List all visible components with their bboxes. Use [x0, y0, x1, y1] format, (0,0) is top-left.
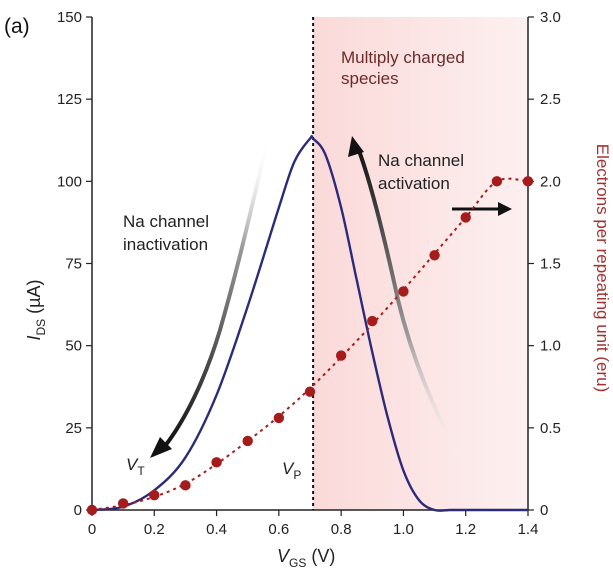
x-axis-label: VGS (V) — [277, 546, 335, 570]
x-tick-label: 0.6 — [268, 521, 289, 538]
panel-label: (a) — [4, 15, 30, 38]
eru-data-point — [460, 212, 471, 223]
eru-data-point — [242, 435, 253, 447]
right-y-tick-label: 0 — [540, 502, 548, 519]
ticks: 0 0.2 0.4 0.6 0.8 1.0 1.2 1.4025507510012515000… — [57, 9, 561, 538]
right-y-tick-label: 3.0 — [540, 9, 561, 26]
eru-data-point — [117, 498, 129, 509]
eru-data-point — [367, 315, 378, 327]
eru-data-point — [398, 286, 409, 297]
na-activation-label-2: activation — [378, 174, 450, 193]
x-tick-label: 0.4 — [206, 521, 227, 538]
shaded-region — [313, 17, 528, 510]
na-inactivation-label-2: inactivation — [123, 235, 208, 254]
right-y-tick-label: 1.5 — [540, 256, 561, 273]
inactivation-arrow — [163, 139, 270, 448]
eru-data-point — [149, 490, 160, 501]
eru-data-point — [429, 250, 440, 261]
x-tick-label: 0.2 — [144, 521, 165, 538]
activation-arrow — [356, 147, 462, 461]
inactivation-arrowhead — [150, 437, 172, 458]
multiply-charged-label-2: species — [341, 69, 399, 88]
right-y-tick-label: 2.5 — [540, 91, 561, 108]
left-y-tick-label: 125 — [57, 91, 82, 108]
vt-label: VT — [126, 455, 145, 478]
eru-data-point — [180, 480, 191, 491]
eru-data-point — [304, 386, 316, 397]
left-y-axis-label: IDS (µA) — [24, 279, 48, 340]
activation-arrowhead — [348, 136, 364, 157]
left-y-tick-label: 150 — [57, 9, 82, 26]
x-tick-label: 0.8 — [331, 521, 352, 538]
right-y-tick-label: 1.0 — [540, 338, 561, 355]
left-y-tick-label: 0 — [74, 502, 82, 519]
eru-data-point — [211, 457, 222, 468]
na-inactivation-label-1: Na channel — [123, 212, 209, 231]
vp-label: VP — [282, 459, 301, 482]
right-y-tick-label: 0.5 — [540, 420, 561, 437]
right-axis-arrowhead — [498, 202, 512, 216]
x-tick-label: 1.2 — [455, 521, 476, 538]
x-tick-label: 0 — [88, 521, 96, 538]
eru-data-point — [335, 350, 347, 361]
na-activation-label-1: Na channel — [378, 151, 464, 170]
right-y-tick-label: 2.0 — [540, 173, 561, 190]
eru-data-point — [273, 412, 285, 424]
eru-data-point — [491, 176, 503, 187]
ids-curve — [91, 134, 528, 512]
eru-points — [86, 176, 534, 516]
x-tick-label: 1.4 — [518, 521, 539, 538]
left-y-tick-label: 25 — [65, 420, 82, 437]
left-y-tick-label: 75 — [65, 256, 82, 273]
x-tick-label: 1.0 — [393, 521, 414, 538]
eru-data-point — [522, 176, 534, 187]
eru-data-point — [86, 504, 98, 516]
right-y-axis-label: Electrons per repeating unit (eru) — [593, 144, 612, 393]
multiply-charged-label-1: Multiply charged — [341, 48, 465, 67]
left-y-tick-label: 50 — [65, 338, 82, 355]
left-y-tick-label: 100 — [57, 173, 82, 190]
